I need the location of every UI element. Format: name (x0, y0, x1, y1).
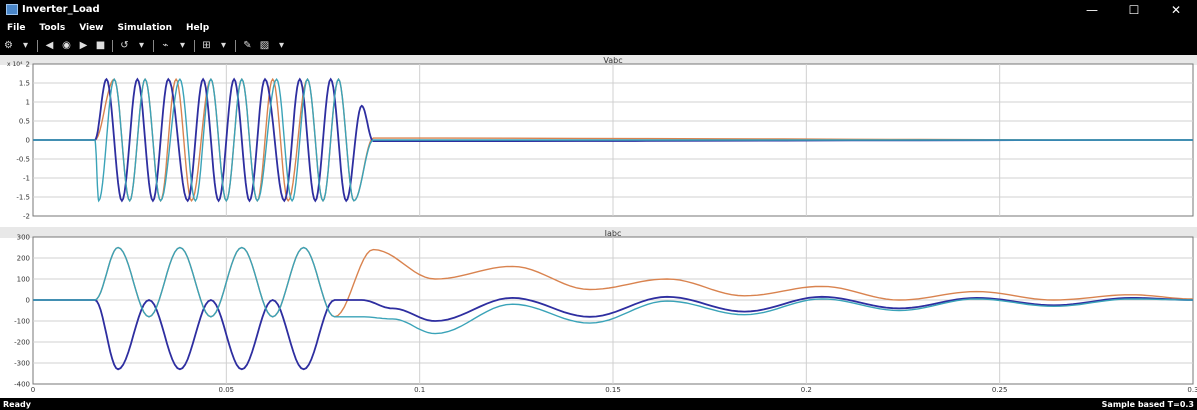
vabc-ytick-label: -0.5 (16, 156, 30, 164)
toolbar-separator (37, 39, 38, 52)
iabc-title-band (0, 227, 1197, 238)
window-title: Inverter_Load (22, 4, 100, 15)
iabc-xtick-label: 0.25 (992, 386, 1008, 394)
style-icon[interactable]: ▨ (259, 40, 270, 51)
iabc-ytick-label: -100 (14, 318, 30, 326)
iabc-title: Iabc (605, 229, 622, 238)
toolbar-separator (153, 39, 154, 52)
vabc-ytick-label: 0.5 (19, 118, 30, 126)
autoscale-icon[interactable]: ⊞ (202, 40, 211, 51)
iabc-xtick-label: 0.3 (1187, 386, 1197, 394)
edit-icon[interactable]: ✎ (243, 40, 252, 51)
iabc-xtick-label: 0.2 (801, 386, 812, 394)
menu-bar: File Tools View Simulation Help (0, 19, 1197, 36)
iabc-xtick-label: 0 (31, 386, 35, 394)
iabc-series-3-line (33, 246, 1193, 335)
simulink-scope-icon (6, 4, 18, 15)
scope-plots-svg[interactable]: Vabc 2 1.5 1 0.5 0 -0.5 -1 -1.5 -2 x 10⁴ Iabc 0 0.05 0… (0, 55, 1197, 398)
dropdown-icon[interactable]: ▾ (22, 40, 29, 51)
vabc-series-2-line (33, 77, 1193, 203)
cursor-measure-icon[interactable]: ⌁ (162, 40, 169, 51)
vabc-ytick-label: -1 (23, 175, 30, 183)
toolbar: ⚙ ▾ ◀ ◉ ▶ ■ ↺ ▾ ⌁ ▾ ⊞ ▾ ✎ ▨ ▾ (0, 36, 1197, 55)
toolbar-separator (112, 39, 113, 52)
menu-tools[interactable]: Tools (39, 22, 66, 33)
iabc-xtick-label: 0.05 (219, 386, 235, 394)
step-back-icon[interactable]: ◀ (45, 40, 54, 51)
iabc-ytick-label: 0 (26, 297, 30, 305)
stop-icon[interactable]: ■ (95, 40, 106, 51)
iabc-ytick-label: 100 (17, 276, 30, 284)
iabc-ytick-label: -400 (14, 381, 30, 389)
menu-view[interactable]: View (79, 22, 104, 33)
iabc-ytick-label: -200 (14, 339, 30, 347)
vabc-title: Vabc (603, 56, 622, 65)
settings-icon[interactable]: ⚙ (4, 40, 13, 51)
vabc-ytick-label: 0 (26, 137, 30, 145)
vabc-ytick-label: 2 (26, 61, 30, 69)
dropdown-icon[interactable]: ▾ (278, 40, 285, 51)
run-icon[interactable]: ▶ (79, 40, 88, 51)
minimize-button[interactable]: — (1086, 2, 1098, 17)
menu-simulation[interactable]: Simulation (117, 22, 173, 33)
status-text: Ready (3, 399, 31, 409)
close-button[interactable]: ✕ (1170, 2, 1182, 17)
vabc-series-3-line (33, 77, 1193, 203)
vabc-exponent-label: x 10⁴ (7, 61, 23, 68)
iabc-ytick-label: 300 (17, 234, 30, 242)
toolbar-separator (235, 39, 236, 52)
iabc-xtick-label: 0.1 (414, 386, 425, 394)
dropdown-icon[interactable]: ▾ (220, 40, 227, 51)
vabc-ytick-label: 1 (26, 99, 30, 107)
vabc-ytick-label: -1.5 (16, 194, 30, 202)
maximize-button[interactable]: ☐ (1128, 2, 1140, 17)
dropdown-icon[interactable]: ▾ (179, 40, 186, 51)
menu-help[interactable]: Help (186, 22, 210, 33)
iabc-xtick-label: 0.15 (605, 386, 621, 394)
window-titlebar: Inverter_Load — ☐ ✕ (0, 0, 1197, 19)
vabc-ytick-label: -2 (23, 213, 30, 221)
status-bar: Ready Sample based T=0.3 (0, 398, 1197, 410)
vabc-ytick-label: 1.5 (19, 80, 30, 88)
restore-icon[interactable]: ↺ (120, 40, 129, 51)
toolbar-separator (194, 39, 195, 52)
vabc-title-band (0, 55, 1197, 65)
scope-plot-area: Vabc 2 1.5 1 0.5 0 -0.5 -1 -1.5 -2 x 10⁴ Iabc 0 0.05 0… (0, 55, 1197, 398)
iabc-ytick-label: 200 (17, 255, 30, 263)
menu-file[interactable]: File (7, 22, 26, 33)
dropdown-icon[interactable]: ▾ (138, 40, 145, 51)
iabc-ytick-label: -300 (14, 360, 30, 368)
highlight-icon[interactable]: ◉ (62, 40, 71, 51)
sample-time-indicator: Sample based T=0.3 (1101, 399, 1194, 409)
iabc-series-2-line (33, 295, 1193, 371)
